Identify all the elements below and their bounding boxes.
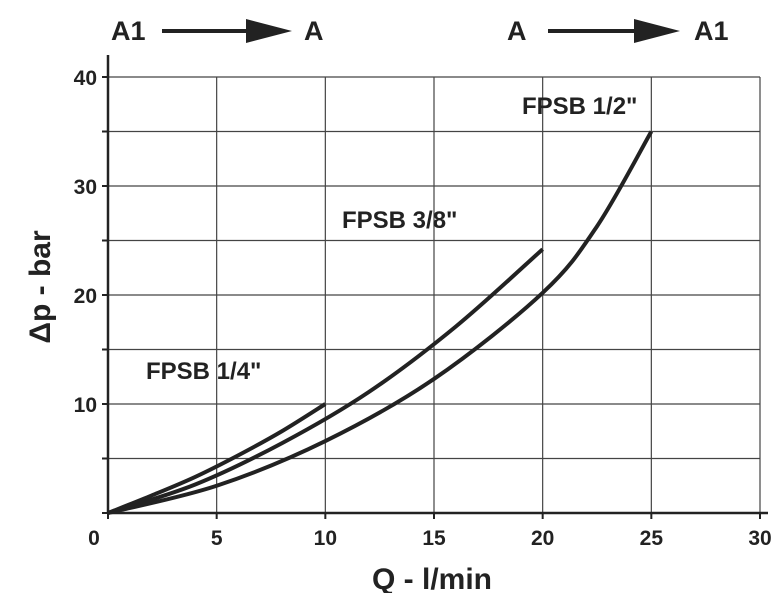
series-line	[107, 130, 654, 515]
x-tick-label: 5	[211, 527, 223, 550]
flow-from-label: A1	[111, 16, 146, 46]
axes	[102, 55, 768, 519]
flow-to-label: A	[304, 16, 324, 46]
x-tick-label: 15	[422, 527, 446, 550]
x-tick-label: 30	[748, 527, 771, 550]
flow-arrow-head-icon	[634, 19, 680, 43]
flow-direction-left: A1 A	[111, 16, 324, 46]
y-tick-label: 30	[74, 176, 97, 199]
series-lines	[107, 130, 654, 515]
series-labels: FPSB 1/4" FPSB 3/8" FPSB 1/2"	[146, 93, 637, 385]
series-label: FPSB 1/4"	[146, 358, 261, 385]
y-axis-title: Δp - bar	[24, 230, 57, 344]
flow-from-label: A	[507, 16, 527, 46]
y-tick-label: 10	[74, 394, 97, 417]
x-tick-label: 0	[88, 527, 100, 550]
flow-arrow-head-icon	[246, 19, 292, 43]
flow-direction-right: A A1	[507, 16, 729, 46]
x-tick-label: 10	[314, 527, 337, 550]
x-tick-label: 20	[531, 527, 554, 550]
x-tick-labels: 0 5 10 15 20 25 30	[88, 527, 772, 550]
x-axis-title: Q - l/min	[372, 563, 492, 593]
series-label: FPSB 3/8"	[342, 207, 457, 234]
grid	[108, 76, 761, 513]
y-tick-label: 40	[74, 67, 97, 90]
y-tick-label: 20	[74, 285, 97, 308]
flow-to-label: A1	[694, 16, 729, 46]
series-line	[107, 247, 544, 515]
series-label: FPSB 1/2"	[522, 93, 637, 120]
y-tick-labels: 10 20 30 40	[74, 67, 97, 417]
series-line	[107, 402, 327, 515]
x-tick-label: 25	[640, 527, 664, 550]
